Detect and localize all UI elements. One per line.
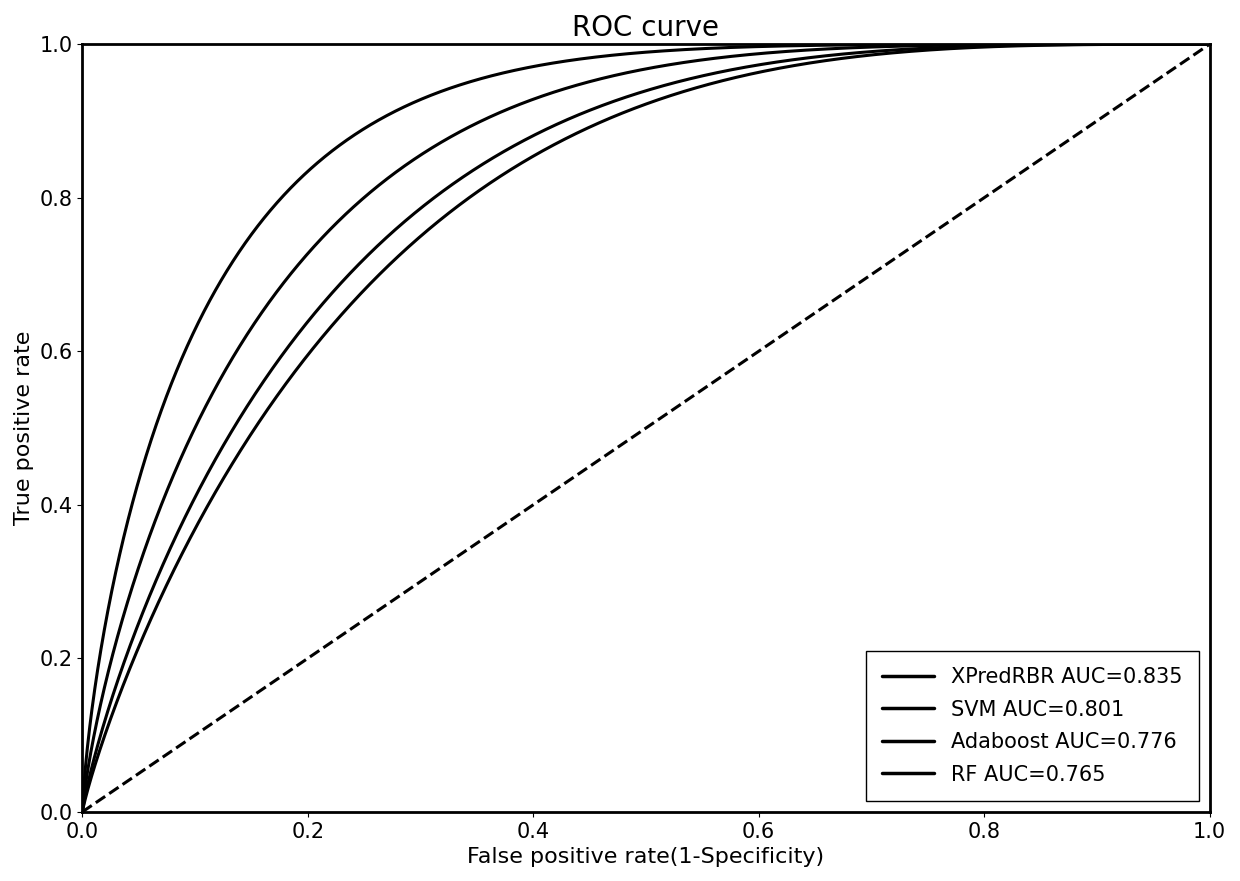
XPredRBR AUC=0.835 — [1202, 39, 1216, 49]
XPredRBR AUC=0.835 — [622, 48, 637, 59]
Legend: XPredRBR AUC=0.835, SVM AUC=0.801, Adaboost AUC=0.776, RF AUC=0.765: XPredRBR AUC=0.835, SVM AUC=0.801, Adabo… — [866, 650, 1199, 802]
RF AUC=0.765 — [133, 639, 148, 649]
XPredRBR AUC=0.835 — [962, 39, 977, 49]
RF AUC=0.765 — [1169, 39, 1184, 49]
RF AUC=0.765 — [74, 806, 89, 817]
Adaboost AUC=0.776 — [1169, 39, 1184, 49]
Adaboost AUC=0.776 — [593, 100, 608, 111]
Line: Adaboost AUC=0.776: Adaboost AUC=0.776 — [82, 44, 1209, 811]
Adaboost AUC=0.776 — [1202, 39, 1216, 49]
Adaboost AUC=0.776 — [74, 806, 89, 817]
SVM AUC=0.801 — [962, 40, 977, 50]
SVM AUC=0.801 — [133, 559, 148, 569]
SVM AUC=0.801 — [622, 67, 637, 78]
SVM AUC=0.801 — [1169, 39, 1184, 49]
RF AUC=0.765 — [622, 105, 637, 115]
SVM AUC=0.801 — [1202, 39, 1216, 49]
RF AUC=0.765 — [962, 42, 977, 53]
Y-axis label: True positive rate: True positive rate — [14, 331, 33, 525]
Title: ROC curve: ROC curve — [573, 14, 719, 42]
SVM AUC=0.801 — [593, 73, 608, 84]
Line: RF AUC=0.765: RF AUC=0.765 — [82, 44, 1209, 811]
Adaboost AUC=0.776 — [133, 615, 148, 626]
Line: XPredRBR AUC=0.835: XPredRBR AUC=0.835 — [82, 44, 1209, 811]
XPredRBR AUC=0.835 — [593, 51, 608, 62]
Line: SVM AUC=0.801: SVM AUC=0.801 — [82, 44, 1209, 811]
XPredRBR AUC=0.835 — [1169, 39, 1184, 49]
X-axis label: False positive rate(1-Specificity): False positive rate(1-Specificity) — [467, 848, 825, 867]
Adaboost AUC=0.776 — [622, 91, 637, 101]
XPredRBR AUC=0.835 — [1202, 39, 1216, 49]
SVM AUC=0.801 — [1169, 39, 1184, 49]
XPredRBR AUC=0.835 — [1169, 39, 1184, 49]
Adaboost AUC=0.776 — [962, 41, 977, 52]
Adaboost AUC=0.776 — [1169, 39, 1184, 49]
XPredRBR AUC=0.835 — [133, 471, 148, 482]
SVM AUC=0.801 — [74, 806, 89, 817]
RF AUC=0.765 — [593, 117, 608, 128]
RF AUC=0.765 — [1169, 39, 1184, 49]
XPredRBR AUC=0.835 — [74, 806, 89, 817]
RF AUC=0.765 — [1202, 39, 1216, 49]
